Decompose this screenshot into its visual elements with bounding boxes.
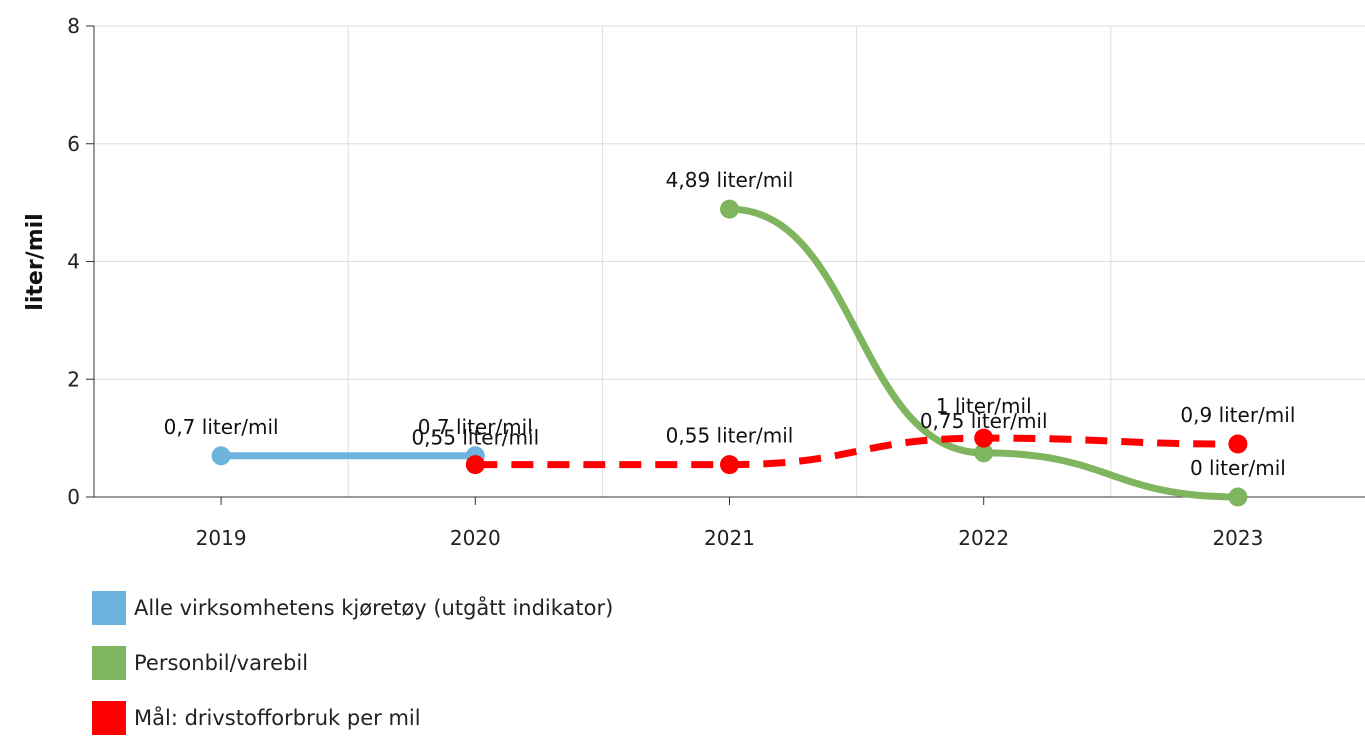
data-label: 4,89 liter/mil (666, 168, 794, 192)
legend-item-all-vehicles[interactable]: Alle virksomhetens kjøretøy (utgått indi… (92, 590, 613, 626)
legend-item-target[interactable]: Mål: drivstofforbruk per mil (92, 700, 613, 736)
x-tick-label: 2022 (958, 526, 1009, 550)
data-label: 0,55 liter/mil (411, 426, 539, 450)
series-lines (217, 205, 1242, 501)
legend-swatch (92, 646, 126, 680)
x-tick-label: 2019 (196, 526, 247, 550)
data-points (211, 199, 1248, 507)
x-tick-label: 2021 (704, 526, 755, 550)
data-point (720, 455, 739, 475)
axes: 0 2 4 6 8 2019 2020 2021 2022 2023 (67, 14, 1365, 550)
data-point (720, 199, 739, 219)
legend-swatch (92, 701, 126, 735)
y-tick-label: 8 (67, 14, 80, 38)
x-tick-label: 2020 (450, 526, 501, 550)
legend: Alle virksomhetens kjøretøy (utgått indi… (92, 590, 613, 755)
data-label: 0,9 liter/mil (1180, 403, 1295, 427)
data-label: 0,55 liter/mil (666, 424, 794, 448)
data-label: 1 liter/mil (936, 394, 1032, 418)
data-label: 0,75 liter/mil (920, 409, 1048, 433)
legend-label: Mål: drivstofforbruk per mil (134, 706, 421, 730)
data-point (1228, 434, 1248, 454)
data-label: 0,7 liter/mil (418, 415, 533, 439)
grid-lines (94, 25, 1365, 497)
legend-label: Personbil/varebil (134, 651, 309, 675)
data-labels: 0,7 liter/mil 0,7 liter/mil 4,89 liter/mil… (164, 168, 1296, 480)
legend-swatch (92, 591, 126, 625)
y-tick-label: 2 (67, 367, 80, 391)
data-point (1228, 487, 1248, 507)
x-tick-label: 2023 (1212, 526, 1263, 550)
data-point (974, 428, 994, 448)
data-label: 0 liter/mil (1190, 456, 1286, 480)
data-label: 0,7 liter/mil (164, 415, 279, 439)
y-axis-label: liter/mil (23, 213, 48, 310)
data-point (974, 443, 994, 463)
y-tick-label: 4 (67, 250, 80, 274)
legend-label: Alle virksomhetens kjøretøy (utgått indi… (134, 596, 614, 620)
y-tick-label: 0 (67, 485, 80, 509)
data-point (211, 446, 231, 466)
data-point (465, 455, 485, 475)
y-tick-label: 6 (67, 132, 80, 156)
legend-item-car-van[interactable]: Personbil/varebil (92, 645, 613, 681)
series-line (726, 205, 1242, 501)
